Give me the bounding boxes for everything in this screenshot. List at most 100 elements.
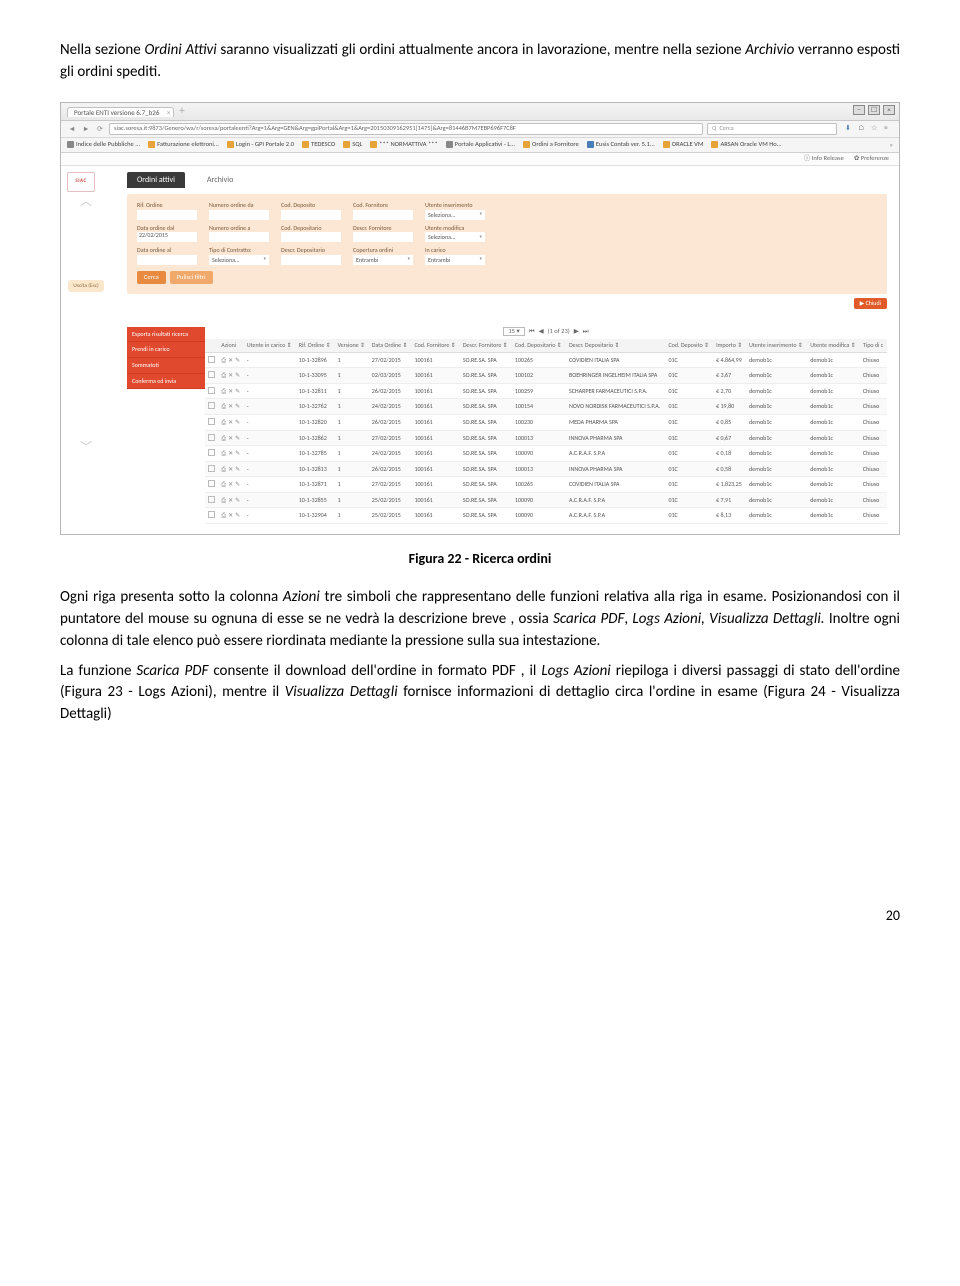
pdf-icon[interactable]: ⎙ xyxy=(221,372,226,379)
pdf-icon[interactable]: ⎙ xyxy=(221,466,226,473)
menu-conferma-invia[interactable]: Conferma ed invia xyxy=(127,374,205,390)
bookmark-item[interactable]: ARSAN Oracle VM Ho... xyxy=(711,141,781,148)
row-checkbox[interactable] xyxy=(208,371,215,378)
logs-icon[interactable]: ✕ xyxy=(228,450,233,457)
bookmark-item[interactable]: Login - GPI Portale 2.0 xyxy=(227,141,294,148)
minimize-button[interactable]: − xyxy=(853,105,865,115)
logs-icon[interactable]: ✕ xyxy=(228,497,233,504)
browser-tab[interactable]: Portale ENTI versione 6.7_b26 xyxy=(67,107,174,118)
menu-sommatoti[interactable]: Sommatoti xyxy=(127,358,205,374)
numero-da-input[interactable] xyxy=(209,210,269,220)
column-header[interactable]: Utente in carico ⇕ xyxy=(244,339,296,352)
details-icon[interactable]: ✎ xyxy=(235,372,240,379)
cod-depositario-input[interactable] xyxy=(281,232,341,242)
row-checkbox[interactable] xyxy=(208,449,215,456)
bookmark-item[interactable]: Ordini a Fornitore xyxy=(523,141,579,148)
column-header[interactable]: Utente inserimento ⇕ xyxy=(746,339,807,352)
info-release-link[interactable]: ⓘ Info Release xyxy=(804,155,844,162)
pdf-icon[interactable]: ⎙ xyxy=(221,435,226,442)
column-header[interactable]: Importo ⇕ xyxy=(713,339,746,352)
logs-icon[interactable]: ✕ xyxy=(228,466,233,473)
utente-mod-select[interactable]: Seleziona... xyxy=(425,232,485,242)
copertura-select[interactable]: Entrambi xyxy=(353,255,413,265)
cod-deposito-input[interactable] xyxy=(281,210,341,220)
column-header[interactable]: Data Ordine ⇕ xyxy=(369,339,412,352)
bookmark-item[interactable]: Eusis Contab ver. 5.1... xyxy=(587,141,655,148)
bookmark-item[interactable]: Portale Applicativi - L... xyxy=(446,141,515,148)
bookmark-item[interactable]: TEDESCO xyxy=(302,141,335,148)
pdf-icon[interactable]: ⎙ xyxy=(221,481,226,488)
rif-ordine-input[interactable] xyxy=(137,210,197,220)
pager-prev[interactable]: ◀ xyxy=(539,328,544,335)
column-header[interactable]: Cod. Deposito ⇕ xyxy=(665,339,713,352)
column-header[interactable]: Rif. Ordine ⇕ xyxy=(296,339,335,352)
logs-icon[interactable]: ✕ xyxy=(228,419,233,426)
bookmark-icon[interactable]: ☆ xyxy=(871,124,880,133)
logs-icon[interactable]: ✕ xyxy=(228,512,233,519)
close-button[interactable]: × xyxy=(883,105,895,115)
bookmark-item[interactable]: SQL xyxy=(343,141,362,148)
column-header[interactable]: Cod. Fornitore ⇕ xyxy=(411,339,459,352)
utente-ins-select[interactable]: Seleziona... xyxy=(425,210,485,220)
bookmark-item[interactable]: Fatturazione elettroni... xyxy=(148,141,219,148)
details-icon[interactable]: ✎ xyxy=(235,481,240,488)
browser-search[interactable]: Q Cerca xyxy=(707,123,837,135)
row-checkbox[interactable] xyxy=(208,511,215,518)
pdf-icon[interactable]: ⎙ xyxy=(221,357,226,364)
column-header[interactable]: Descr. Fornitore ⇕ xyxy=(460,339,512,352)
details-icon[interactable]: ✎ xyxy=(235,357,240,364)
tab-ordini-attivi[interactable]: Ordini attivi xyxy=(127,172,185,189)
pdf-icon[interactable]: ⎙ xyxy=(221,450,226,457)
logs-icon[interactable]: ✕ xyxy=(228,357,233,364)
row-checkbox[interactable] xyxy=(208,434,215,441)
row-checkbox[interactable] xyxy=(208,496,215,503)
details-icon[interactable]: ✎ xyxy=(235,450,240,457)
details-icon[interactable]: ✎ xyxy=(235,435,240,442)
column-header[interactable]: Cod. Depositario ⇕ xyxy=(512,339,566,352)
menu-icon[interactable]: ≡ xyxy=(884,124,893,133)
menu-esporta[interactable]: Esporta risultati ricerca xyxy=(127,327,205,343)
column-header[interactable]: Versione ⇕ xyxy=(335,339,369,352)
maximize-button[interactable]: ☐ xyxy=(868,105,880,115)
details-icon[interactable]: ✎ xyxy=(235,466,240,473)
uscita-button[interactable]: Uscita (Esc) xyxy=(68,280,104,292)
scroll-down-icon[interactable]: ﹀ xyxy=(77,442,95,456)
new-tab-button[interactable]: ＋ xyxy=(178,107,185,115)
url-bar[interactable]: siac.soresa.it:9873/Genero/wa/r/soresa/p… xyxy=(109,123,703,135)
row-checkbox[interactable] xyxy=(208,418,215,425)
cerca-button[interactable]: Cerca xyxy=(137,271,166,284)
home-icon[interactable]: ⌂ xyxy=(858,124,867,133)
data-al-input[interactable] xyxy=(137,255,197,265)
column-header[interactable]: Tipo di c xyxy=(860,339,887,352)
menu-prendi-carico[interactable]: Prendi in carico xyxy=(127,342,205,358)
cod-fornitore-input[interactable] xyxy=(353,210,413,220)
column-header[interactable]: Utente modifica ⇕ xyxy=(807,339,860,352)
logs-icon[interactable]: ✕ xyxy=(228,435,233,442)
bookmarks-overflow[interactable]: » xyxy=(889,141,893,149)
pdf-icon[interactable]: ⎙ xyxy=(221,497,226,504)
preferenze-link[interactable]: ✿ Preferenze xyxy=(854,155,889,162)
column-header[interactable]: Descr. Depositario ⇕ xyxy=(566,339,666,352)
details-icon[interactable]: ✎ xyxy=(235,419,240,426)
in-carico-select[interactable]: Entrambi xyxy=(425,255,485,265)
descr-depositario-input[interactable] xyxy=(281,255,341,265)
row-checkbox[interactable] xyxy=(208,387,215,394)
page-size-select[interactable]: 15 ▾ xyxy=(503,327,524,336)
row-checkbox[interactable] xyxy=(208,402,215,409)
bookmark-item[interactable]: Indice delle Pubbliche ... xyxy=(67,141,140,148)
row-checkbox[interactable] xyxy=(208,480,215,487)
chiudi-button[interactable]: ▶ Chiudi xyxy=(854,298,887,309)
download-icon[interactable]: ⬇ xyxy=(845,124,854,133)
pdf-icon[interactable]: ⎙ xyxy=(221,419,226,426)
details-icon[interactable]: ✎ xyxy=(235,497,240,504)
details-icon[interactable]: ✎ xyxy=(235,388,240,395)
logs-icon[interactable]: ✕ xyxy=(228,403,233,410)
pager-next[interactable]: ▶ xyxy=(574,328,579,335)
back-icon[interactable]: ◄ xyxy=(67,124,77,134)
bookmark-item[interactable]: *** NORMATTIVA *** xyxy=(370,141,437,148)
details-icon[interactable]: ✎ xyxy=(235,403,240,410)
pdf-icon[interactable]: ⎙ xyxy=(221,388,226,395)
logs-icon[interactable]: ✕ xyxy=(228,481,233,488)
pdf-icon[interactable]: ⎙ xyxy=(221,512,226,519)
tab-archivio[interactable]: Archivio xyxy=(197,172,243,189)
